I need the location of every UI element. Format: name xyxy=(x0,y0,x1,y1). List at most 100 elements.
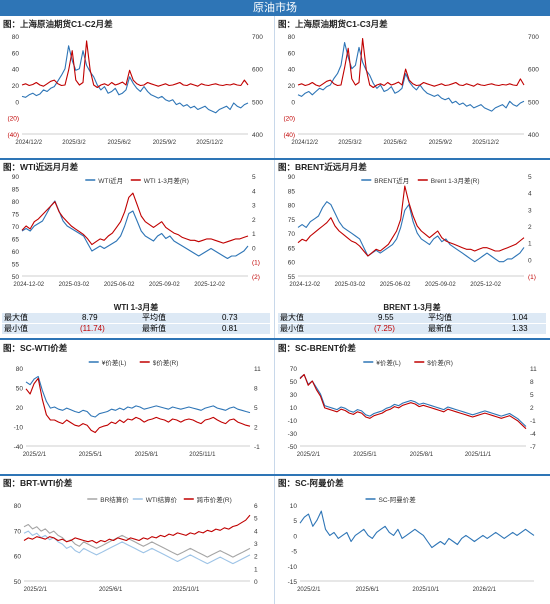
x-tick-label: 2025-03-02 xyxy=(59,282,90,288)
y-tick-label-left: 85 xyxy=(12,187,20,194)
y-tick-label-right: 3 xyxy=(254,541,258,548)
wti-max-label: 最大值 xyxy=(4,313,28,322)
y-tick-label-left: -10 xyxy=(288,418,298,425)
wti-latest-label: 最新值 xyxy=(142,324,166,333)
y-tick-label-left: 20 xyxy=(12,83,20,90)
y-tick-label-right: (1) xyxy=(252,260,260,267)
brent-stats-title: BRENT 1-3月差 xyxy=(383,303,441,312)
brent-avg-label: 平均值 xyxy=(428,313,452,322)
x-tick-label: 2025/3/2 xyxy=(62,140,86,146)
y-tick-label-right: 2 xyxy=(528,224,532,231)
x-tick-label: 2025/2/1 xyxy=(24,587,48,593)
y-tick-label-right: -4 xyxy=(530,431,536,438)
y-tick-label-left: 55 xyxy=(12,262,20,269)
x-tick-label: 2025/6/1 xyxy=(356,587,380,593)
x-tick-label: 2025/8/1 xyxy=(135,452,159,458)
legend-label: ¥价差(L) xyxy=(376,358,401,367)
y-tick-label-right: 5 xyxy=(254,516,258,523)
brent-stats-row-1: 最大值 9.55 平均值 1.04 xyxy=(278,313,546,323)
y-tick-label-right: -1 xyxy=(254,444,260,451)
y-tick-label-left: 20 xyxy=(16,405,24,412)
y-tick-label-left: 70 xyxy=(12,224,20,231)
y-tick-label-right: 400 xyxy=(252,132,263,139)
y-tick-label-right: 4 xyxy=(252,188,256,195)
legend-label: WTI结算价 xyxy=(146,495,178,504)
panel-title-sc-brent: 图：SC-BRENT价差 xyxy=(278,343,356,353)
y-tick-label-left: 10 xyxy=(290,503,298,510)
y-tick-label-right: 2 xyxy=(530,405,534,412)
y-tick-label-left: 60 xyxy=(288,260,296,267)
series-line xyxy=(299,510,535,549)
y-tick-label-right: 3 xyxy=(252,203,256,210)
y-tick-label-left: (20) xyxy=(283,116,295,123)
x-tick-label: 2025/11/1 xyxy=(465,452,492,458)
series-line xyxy=(297,41,525,112)
y-tick-label-left: 60 xyxy=(12,50,20,57)
x-tick-label: 2025-12-02 xyxy=(470,282,501,288)
y-tick-label-left: 65 xyxy=(12,237,20,244)
y-tick-label-left: 0 xyxy=(291,99,295,106)
series-line xyxy=(297,185,525,257)
series-line xyxy=(23,530,251,565)
wti-avg-value: 0.73 xyxy=(222,313,238,322)
x-tick-label: 2025/6/2 xyxy=(384,140,408,146)
x-tick-label: 2025-09-02 xyxy=(425,282,456,288)
y-tick-label-right: 600 xyxy=(252,67,263,74)
y-tick-label-right: 11 xyxy=(254,366,261,373)
brent-stats-row-2: 最小值 (7.25) 最新值 1.33 xyxy=(278,324,546,334)
series-line xyxy=(297,37,525,89)
panel-title-wti-spread: 图：WTI近远月月差 xyxy=(3,162,79,172)
x-tick-label: 2025/9/2 xyxy=(429,140,453,146)
y-tick-label-left: (40) xyxy=(7,132,19,139)
brent-latest-label: 最新值 xyxy=(428,324,452,333)
y-tick-label-right: 11 xyxy=(530,366,537,373)
section-divider xyxy=(0,158,550,160)
y-tick-label-left: -30 xyxy=(288,431,298,438)
y-tick-label-left: -5 xyxy=(291,549,297,556)
panel-title-brt-wti: 图：BRT-WTI价差 xyxy=(3,478,73,488)
y-tick-label-right: -7 xyxy=(530,444,536,451)
x-tick-label: 2025-06-02 xyxy=(104,282,135,288)
y-tick-label-left: -10 xyxy=(288,564,298,571)
y-tick-label-left: 60 xyxy=(14,554,22,561)
y-tick-label-left: 80 xyxy=(288,203,296,210)
y-tick-label-left: 50 xyxy=(12,274,20,281)
brent-min-value: (7.25) xyxy=(374,324,395,333)
y-tick-label-right: 6 xyxy=(254,503,258,510)
series-line xyxy=(23,514,251,544)
series-line xyxy=(21,192,249,246)
y-tick-label-left: -10 xyxy=(14,425,24,432)
brent-avg-value: 1.04 xyxy=(512,313,528,322)
y-tick-label-left: 80 xyxy=(16,366,24,373)
x-tick-label: 2025/9/2 xyxy=(153,140,177,146)
y-tick-label-left: 40 xyxy=(12,67,20,74)
series-line xyxy=(299,373,527,427)
x-tick-label: 2025-09-02 xyxy=(149,282,180,288)
legend-label: 跨市价差(R) xyxy=(197,495,232,504)
y-tick-label-right: 5 xyxy=(252,174,256,181)
wti-stats-row-1: 最大值 8.79 平均值 0.73 xyxy=(2,313,270,323)
y-tick-label-right: 2 xyxy=(254,554,258,561)
legend-label: Brent 1-3月差(R) xyxy=(431,176,480,185)
y-tick-label-left: 0 xyxy=(293,533,297,540)
series-line xyxy=(25,377,251,434)
y-tick-label-left: -15 xyxy=(288,579,298,586)
x-tick-label: 2025/2/1 xyxy=(23,452,47,458)
panel-title-sc-c1c3: 图：上海原油期货C1-C3月差 xyxy=(278,19,388,29)
y-tick-label-left: 60 xyxy=(12,249,20,256)
y-tick-label-right: 1 xyxy=(252,231,256,238)
chart-brt-wti: 80 70 60 50 6 5 4 3 2 1 0 2025/2/1 2025/6/1 2025/10/1… xyxy=(14,495,258,593)
y-tick-label-left: 20 xyxy=(288,83,296,90)
y-tick-label-right: 8 xyxy=(254,386,258,393)
series-line xyxy=(297,201,525,263)
y-tick-label-left: 70 xyxy=(14,528,22,535)
y-tick-label-right: 0 xyxy=(254,579,258,586)
x-tick-label: 2025/10/1 xyxy=(412,587,439,593)
x-tick-label: 2025/5/1 xyxy=(353,452,377,458)
wti-min-value: (11.74) xyxy=(80,324,105,333)
y-tick-label-left: (20) xyxy=(7,116,19,123)
wti-stats-row-2: 最小值 (11.74) 最新值 0.81 xyxy=(2,324,270,334)
x-tick-label: 2024-12-02 xyxy=(289,282,320,288)
y-tick-label-left: 65 xyxy=(288,245,296,252)
